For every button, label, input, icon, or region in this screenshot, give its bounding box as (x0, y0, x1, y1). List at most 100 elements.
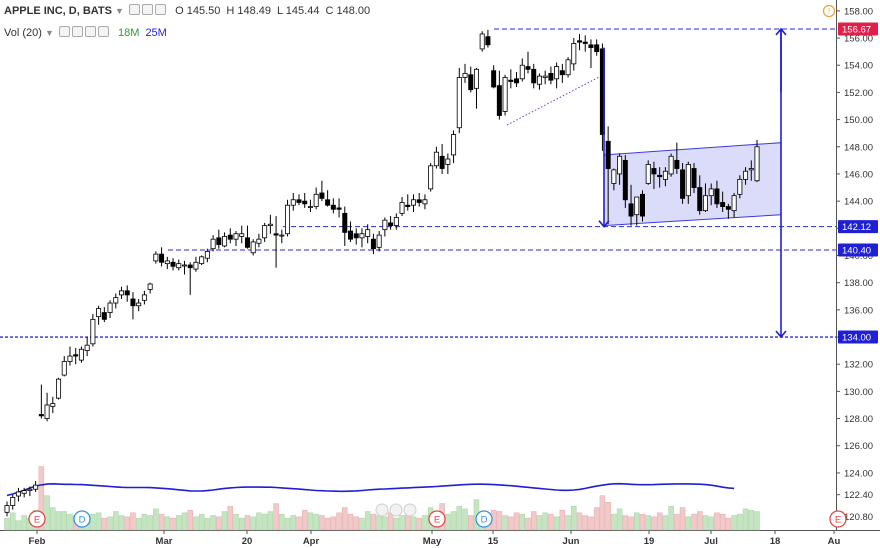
close-icon[interactable] (84, 26, 96, 37)
volume-bar (456, 505, 463, 531)
volume-bar (118, 515, 125, 531)
candle-body (531, 68, 537, 84)
candle-body (244, 237, 250, 248)
volume-bar (656, 512, 663, 531)
candle-body (279, 234, 285, 237)
candle-body (491, 70, 497, 88)
volume-bar (324, 517, 331, 531)
candle-body (239, 233, 245, 237)
volume-bar (267, 511, 274, 531)
volume-bar (330, 516, 337, 531)
earnings-marker[interactable]: E (28, 510, 46, 528)
candle-body (164, 260, 170, 265)
candle-body (302, 200, 308, 205)
volume-bar (210, 515, 216, 531)
price-label-text: 142.12 (842, 222, 871, 233)
more-icon[interactable] (97, 26, 109, 37)
candle-body (101, 312, 107, 320)
volume-bar (685, 516, 692, 531)
eye-icon[interactable] (58, 26, 70, 37)
candle-body (78, 348, 84, 361)
volume-ma-line (6, 482, 735, 497)
candle-body (639, 193, 645, 217)
candle-body (38, 414, 44, 417)
chart-legend: APPLE INC, D, BATS ▼ O 145.50 H 148.49 L 1… (4, 4, 370, 17)
candle-body (141, 294, 147, 301)
candle-body (359, 233, 365, 239)
volume-bar (296, 516, 302, 531)
candle-body (605, 140, 611, 169)
candle-body (645, 164, 651, 184)
candle-body (216, 237, 222, 246)
chevron-down-icon[interactable]: ▼ (44, 28, 54, 38)
candle-body (193, 261, 199, 270)
eye-icon[interactable] (129, 4, 141, 15)
alert-mark: ! (828, 7, 830, 16)
volume-bar (95, 512, 102, 531)
ohlc-key: L (277, 5, 286, 17)
candle-body (313, 193, 319, 207)
price-tick-label: 150.00 (844, 115, 873, 126)
ohlc-o: O 145.50 (175, 5, 220, 17)
price-tick-label: 158.00 (844, 6, 873, 17)
earnings-marker[interactable]: E (428, 510, 446, 528)
time-tick-label: Au (828, 536, 841, 547)
candle-body (222, 236, 228, 247)
more-icon[interactable] (155, 4, 167, 15)
volume-bar (382, 516, 388, 531)
candle-body (611, 169, 617, 184)
candle-body (204, 251, 210, 259)
candle-body (433, 151, 439, 167)
candle-body (136, 302, 142, 307)
candle-body (439, 155, 445, 169)
event-label: D (79, 515, 86, 526)
candle-body (307, 206, 313, 208)
candle-body (473, 68, 479, 89)
candle-body (542, 75, 548, 78)
candle-body (319, 192, 325, 199)
event-circle (428, 510, 446, 528)
earnings-marker[interactable]: E (829, 510, 847, 528)
volume-bar (496, 511, 503, 531)
candle-body (554, 66, 560, 80)
volume-bar (731, 515, 737, 531)
volume-bar (634, 512, 640, 531)
volume-bars (4, 466, 760, 531)
candle-body (113, 297, 119, 304)
chevron-down-icon[interactable]: ▼ (115, 6, 124, 16)
arrow-head (598, 220, 610, 228)
volume-bar (15, 520, 22, 531)
dividend-marker[interactable]: D (475, 510, 493, 528)
alert-icon[interactable]: ! (822, 4, 836, 18)
candle-body (685, 164, 691, 197)
candle-body (577, 40, 583, 43)
alert-circle (822, 4, 836, 18)
candle-body (107, 302, 113, 313)
ohlc-value: 148.00 (336, 5, 371, 17)
dividend-marker[interactable]: D (73, 510, 91, 528)
volume-bar (628, 516, 634, 531)
candle-body (536, 75, 542, 85)
gear-icon[interactable] (142, 4, 154, 15)
volume-bar (737, 513, 743, 531)
symbol-label[interactable]: APPLE INC, D, BATS (4, 5, 112, 17)
gear-icon[interactable] (71, 26, 83, 37)
volume-bar (204, 517, 211, 531)
volume-bar (113, 511, 119, 531)
volume-bar (674, 513, 680, 531)
price-tick-label: 144.00 (844, 197, 873, 208)
volume-bar (273, 503, 279, 531)
price-label-bg (838, 243, 878, 257)
candle-body (514, 78, 520, 84)
volume-bar (176, 515, 182, 531)
volume-bar (559, 509, 566, 531)
event-label: E (835, 515, 841, 526)
volume-bar (250, 516, 256, 531)
volume-bar (147, 515, 153, 531)
time-scroll-controls[interactable] (375, 503, 417, 517)
measure-arrow (775, 92, 787, 339)
volume-label[interactable]: Vol (20) (4, 27, 42, 39)
candle-body (628, 203, 634, 217)
volume-bar (290, 515, 297, 531)
